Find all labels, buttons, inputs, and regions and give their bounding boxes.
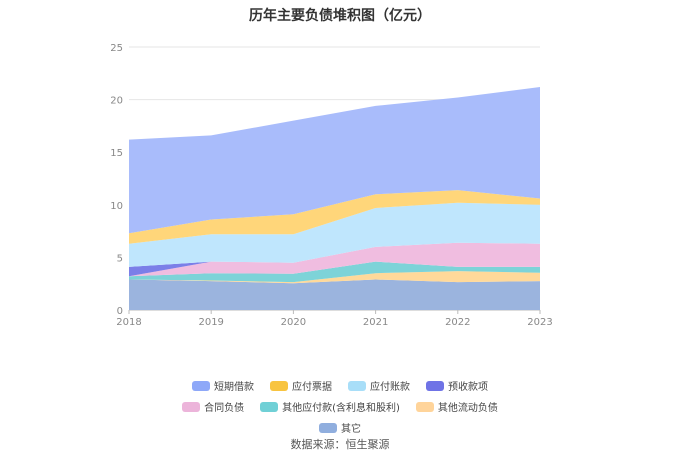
area-chart: 0 5 10 15 20 25 2018 2019 2020 2021 2022 2023 [110,43,552,328]
legend-label: 其他流动负债 [437,403,498,414]
legend-swatch [426,380,444,391]
area-series-2 [129,261,540,283]
legend-label: 其他应付款(含利息和股利) [282,403,400,414]
legend-swatch [348,380,366,391]
chart-title: 历年主要负债堆积图（亿元） [249,8,431,24]
area-series-5 [129,202,540,267]
legend-label: 其它 [341,424,361,435]
legend-item[interactable]: 应付票据 [270,378,332,393]
y-tick-label: 25 [110,43,123,54]
legend-swatch [260,401,279,412]
x-tick-label: 2023 [527,317,552,328]
legend-item[interactable]: 其他应付款(含利息和股利) [260,399,400,414]
legend-swatch [319,422,337,433]
area-series-6 [129,190,540,244]
y-tick-label: 20 [110,96,123,107]
legend-item[interactable]: 预收款项 [426,378,488,393]
y-tick-label: 15 [110,148,123,159]
y-tick-label: 5 [117,253,123,264]
legend-swatch [415,401,434,412]
legend-item[interactable]: 应付账款 [348,378,410,393]
legend-swatch [270,380,288,391]
y-tick-label: 0 [117,306,123,317]
legend-label: 应付票据 [292,382,332,393]
y-tick-label: 10 [110,201,123,212]
area-series-7 [129,87,540,234]
legend-item[interactable]: 其它 [319,420,361,435]
chart-legend: 短期借款 应付票据 应付账款 预收款项合同负债 其他应付款(含利息和股利) 其他流动负债其… [0,378,680,435]
legend-label: 应付账款 [370,382,410,393]
legend-label: 预收款项 [448,382,488,393]
legend-item[interactable]: 短期借款 [192,378,254,393]
area-series-3 [129,242,540,277]
legend-item[interactable]: 合同负债 [182,399,244,414]
legend-swatch [182,401,201,412]
x-tick-label: 2021 [363,317,388,328]
x-tick-label: 2022 [445,317,470,328]
legend-swatch [192,380,210,391]
x-tick-label: 2019 [198,317,223,328]
legend-label: 短期借款 [214,382,254,393]
data-source-note: 数据来源：恒生聚源 [290,438,390,451]
legend-label: 合同负债 [204,403,245,414]
x-tick-label: 2018 [116,317,141,328]
area-series-1 [129,271,540,284]
legend-item[interactable]: 其他流动负债 [415,399,498,414]
area-series-0 [129,279,540,310]
x-tick-label: 2020 [281,317,306,328]
